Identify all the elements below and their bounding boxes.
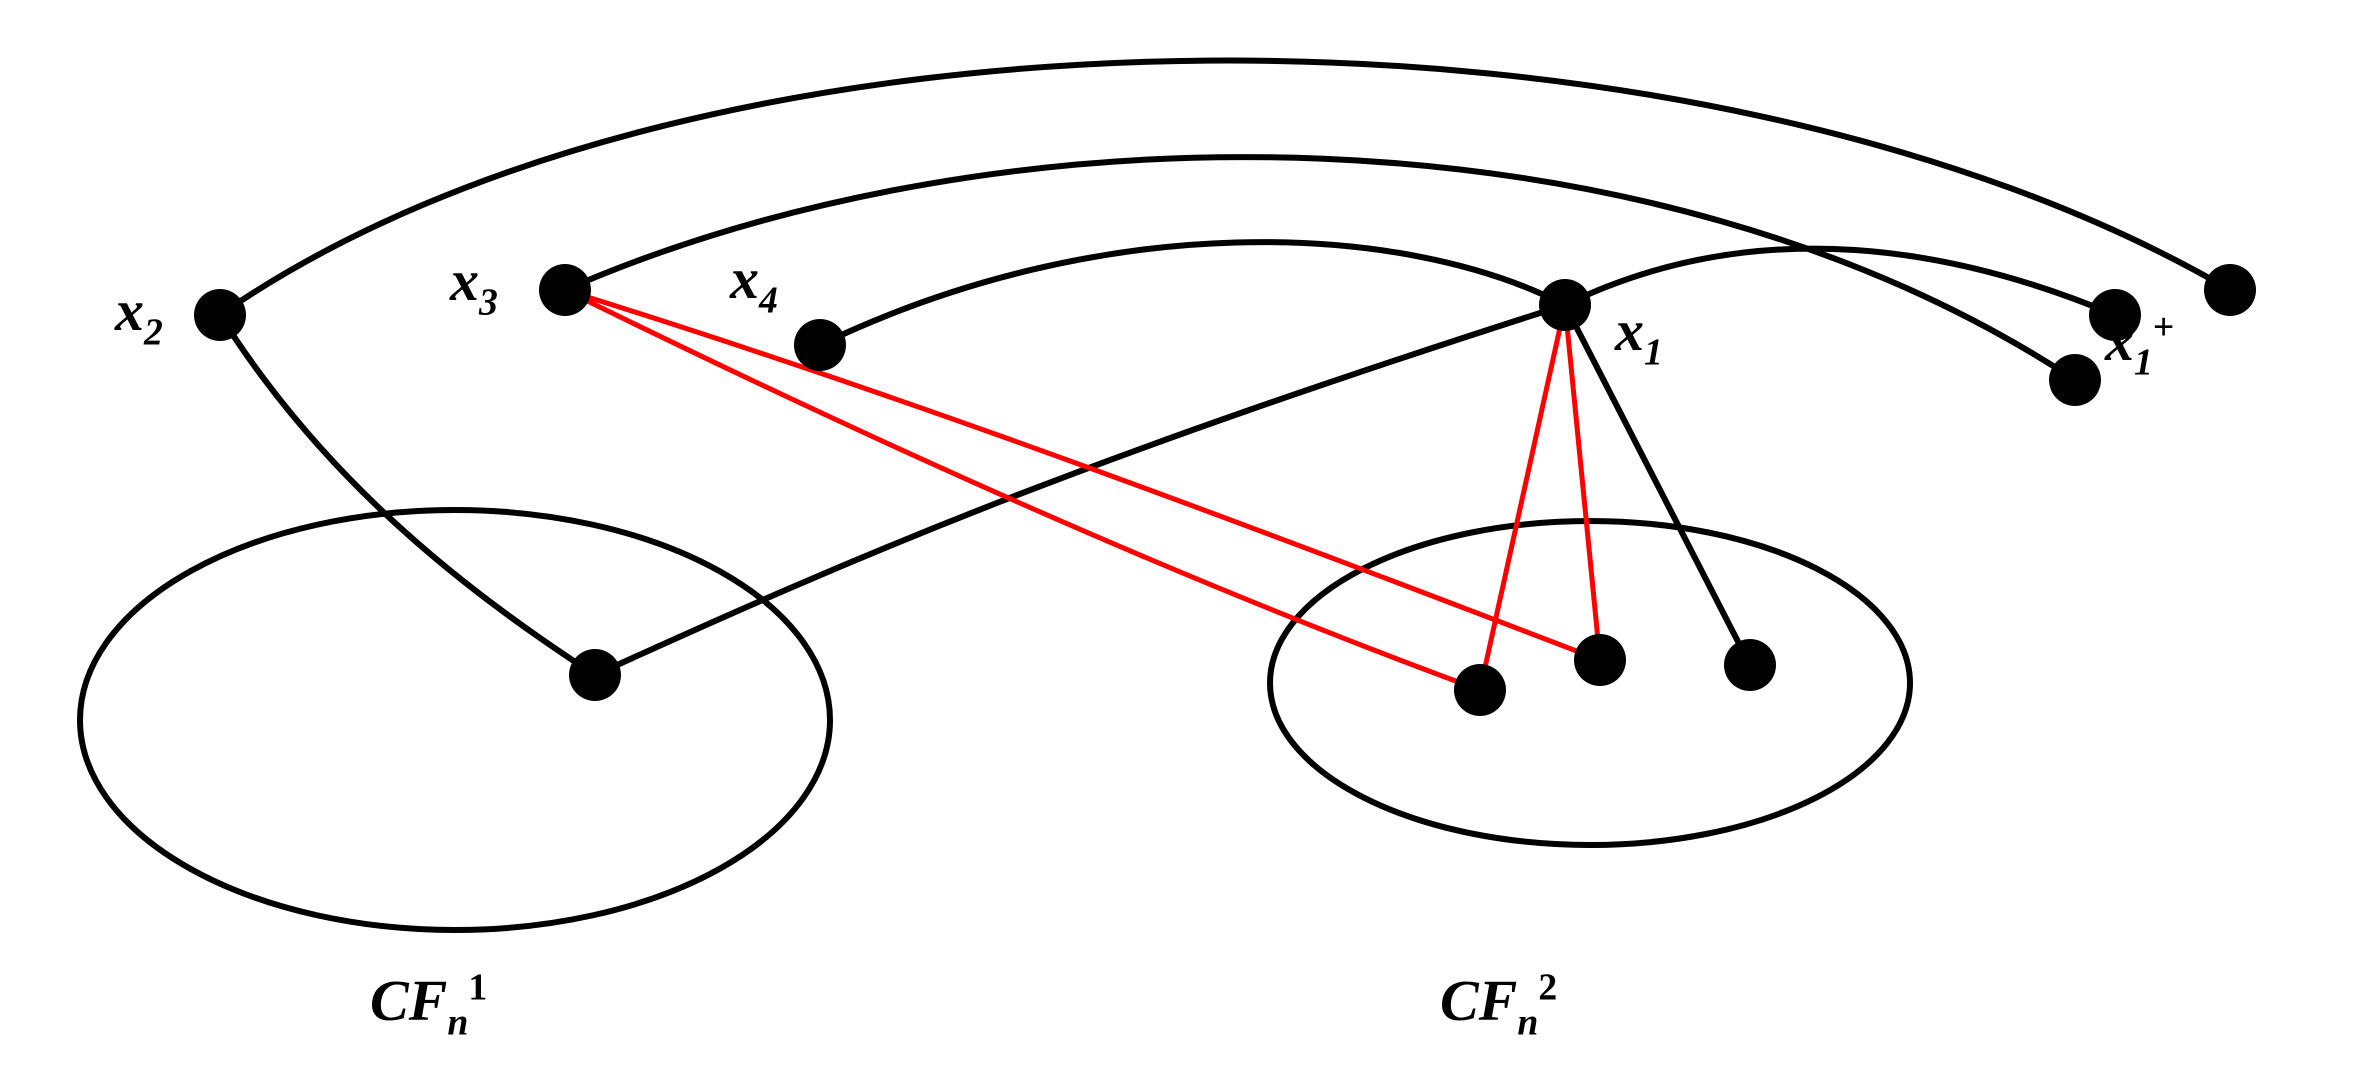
node-far_mid (2049, 354, 2101, 406)
label-x3: x3 (449, 248, 498, 324)
label-x2: x2 (114, 278, 163, 354)
node-cf2_c (1724, 639, 1776, 691)
edge-black-2 (820, 242, 1565, 345)
node-far_top (2204, 264, 2256, 316)
graph-diagram: x2x3x4x1x1+CFn1CFn2 (0, 0, 2370, 1083)
edge-black-5 (595, 305, 1565, 675)
edge-black-1 (565, 157, 2075, 380)
edge-black-0 (220, 61, 2230, 315)
node-x3 (539, 264, 591, 316)
node-cf1_center (569, 649, 621, 701)
label-cf2: CFn2 (1440, 967, 1557, 1044)
node-x4 (794, 319, 846, 371)
node-cf2_a (1454, 664, 1506, 716)
label-x1: x1 (1614, 298, 1663, 374)
node-x1 (1539, 279, 1591, 331)
label-x4: x4 (729, 246, 778, 322)
edge-black-4 (220, 315, 595, 675)
node-cf2_b (1574, 634, 1626, 686)
label-cf1: CFn1 (370, 967, 487, 1044)
node-x2 (194, 289, 246, 341)
